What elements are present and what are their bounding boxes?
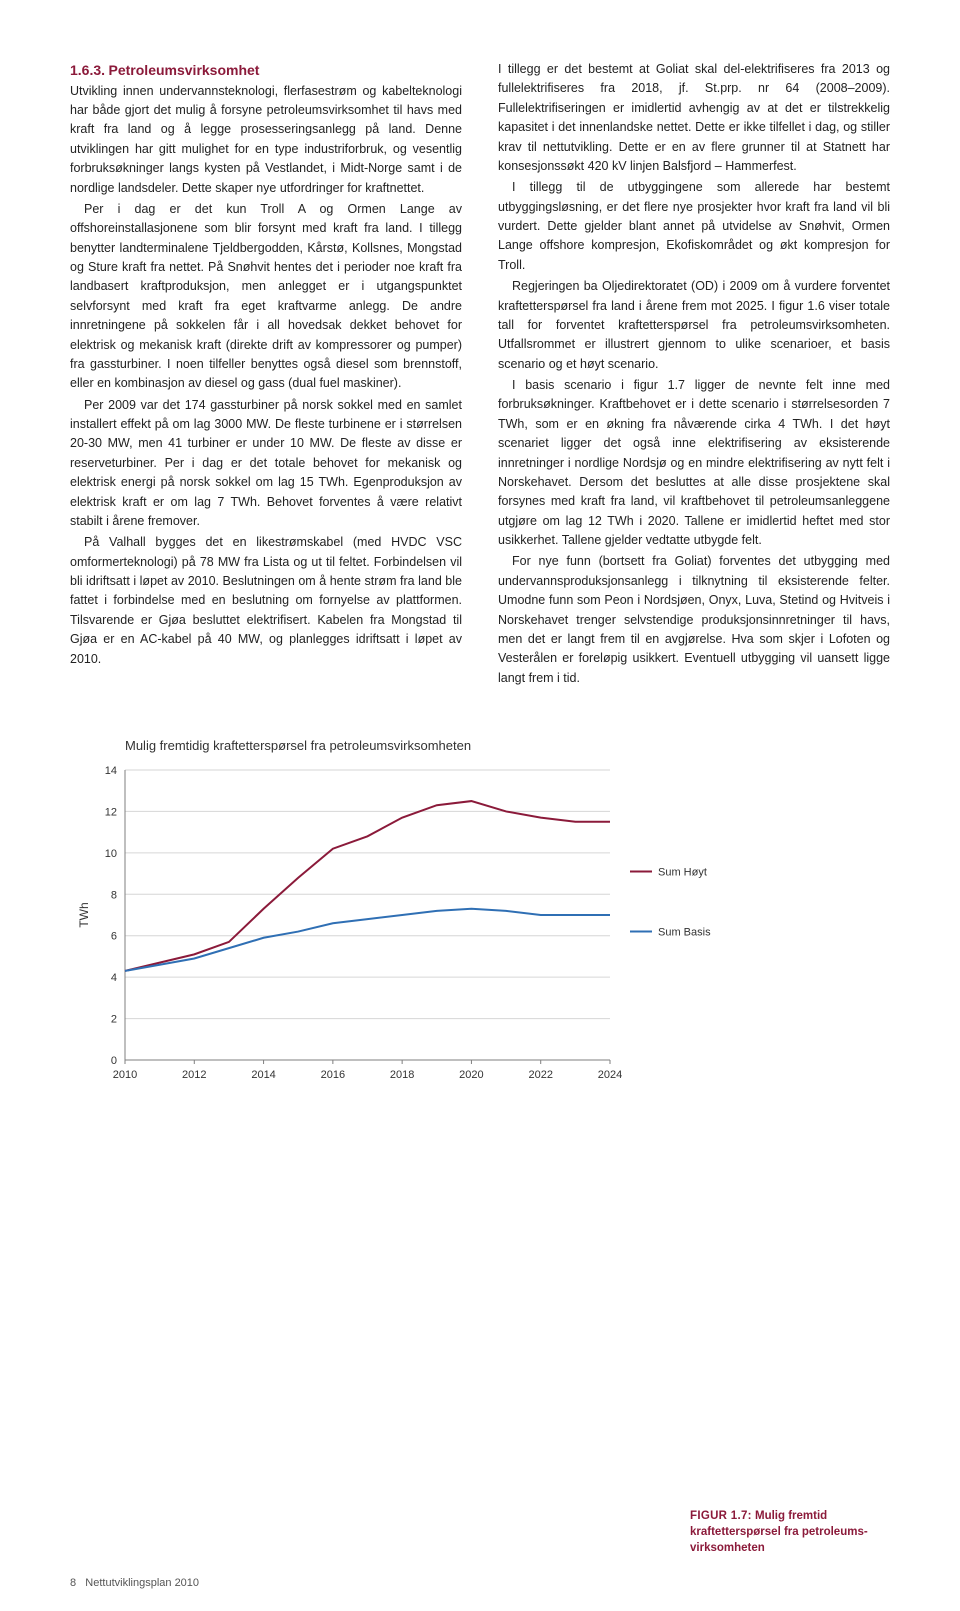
section-title: Petroleumsvirksomhet (109, 62, 260, 78)
body-paragraph: Per 2009 var det 174 gassturbiner på nor… (70, 396, 462, 532)
svg-text:2022: 2022 (528, 1069, 552, 1081)
body-paragraph: For nye funn (bortsett fra Goliat) forve… (498, 552, 890, 688)
figure-caption: Figur 1.7: Mulig fremtid kraftetterspørs… (690, 1508, 890, 1556)
page-footer: 8 Nettutviklingsplan 2010 (70, 1577, 199, 1589)
svg-text:6: 6 (111, 931, 117, 943)
svg-text:2024: 2024 (598, 1069, 622, 1081)
svg-text:0: 0 (111, 1055, 117, 1067)
svg-text:Sum Høyt: Sum Høyt (658, 867, 707, 879)
body-paragraph: I tillegg er det bestemt at Goliat skal … (498, 60, 890, 176)
section-number: 1.6.3. (70, 62, 105, 78)
figure-caption-label: Figur 1.7: (690, 1510, 752, 1522)
svg-text:12: 12 (105, 806, 117, 818)
svg-text:4: 4 (111, 972, 117, 984)
body-paragraph: I basis scenario i figur 1.7 ligger de n… (498, 376, 890, 550)
chart-container: Mulig fremtidig kraftetterspørsel fra pe… (70, 730, 890, 1100)
svg-text:14: 14 (105, 765, 117, 777)
section-heading: 1.6.3. Petroleumsvirksomhet (70, 60, 462, 82)
page-content: 1.6.3. Petroleumsvirksomhet Utvikling in… (0, 0, 960, 1140)
body-paragraph: Utvikling innen undervannsteknologi, fle… (70, 82, 462, 198)
svg-text:2014: 2014 (251, 1069, 275, 1081)
body-paragraph: Per i dag er det kun Troll A og Ormen La… (70, 200, 462, 394)
svg-text:8: 8 (111, 889, 117, 901)
two-column-layout: 1.6.3. Petroleumsvirksomhet Utvikling in… (70, 60, 890, 690)
body-paragraph: På Valhall bygges det en likestrømskabel… (70, 533, 462, 669)
svg-text:2018: 2018 (390, 1069, 414, 1081)
body-paragraph: I tillegg til de utbyggingene som allere… (498, 178, 890, 275)
body-paragraph: Regjeringen ba Oljedirektoratet (OD) i 2… (498, 277, 890, 374)
svg-text:TWh: TWh (77, 902, 91, 927)
column-left: 1.6.3. Petroleumsvirksomhet Utvikling in… (70, 60, 462, 690)
page-number: 8 (70, 1577, 76, 1589)
svg-text:10: 10 (105, 848, 117, 860)
svg-text:2016: 2016 (321, 1069, 345, 1081)
svg-text:2: 2 (111, 1014, 117, 1026)
line-chart: Mulig fremtidig kraftetterspørsel fra pe… (70, 730, 750, 1100)
doc-title: Nettutviklingsplan 2010 (85, 1577, 199, 1589)
svg-text:Mulig fremtidig kraftetterspør: Mulig fremtidig kraftetterspørsel fra pe… (125, 738, 471, 753)
svg-text:2020: 2020 (459, 1069, 483, 1081)
svg-text:2010: 2010 (113, 1069, 137, 1081)
svg-text:Sum Basis: Sum Basis (658, 927, 711, 939)
svg-text:2012: 2012 (182, 1069, 206, 1081)
column-right: I tillegg er det bestemt at Goliat skal … (498, 60, 890, 690)
